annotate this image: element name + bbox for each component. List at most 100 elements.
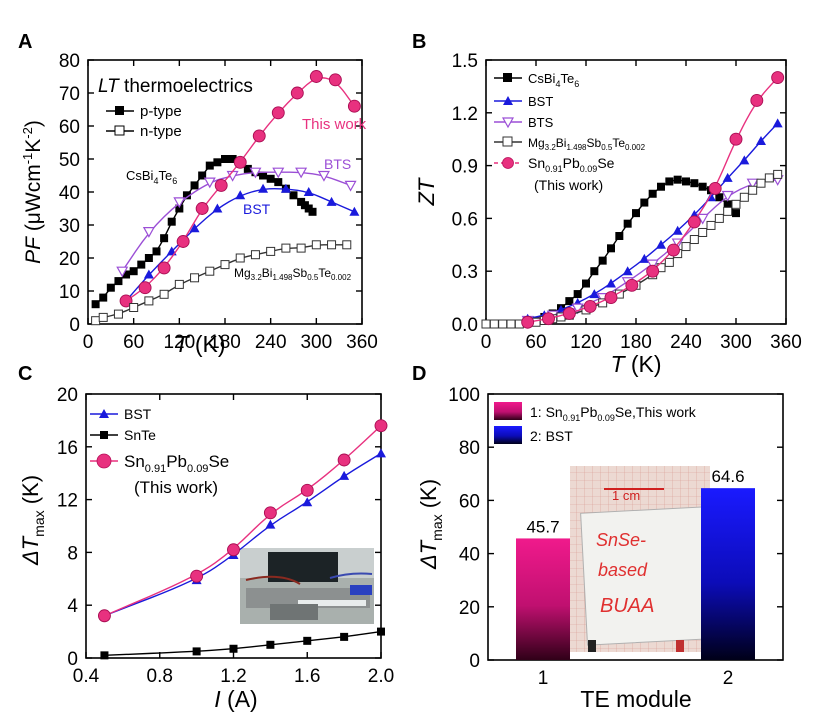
point-a-mg3-2bi1-498sb0-5te0-002-16 [327,240,337,250]
x-tick-label-b-2: 120 [570,332,602,353]
x-tick-label-a-4: 240 [255,332,287,353]
point-b-csbi4te6-6 [573,290,582,299]
legend-label-n-type: n-type [140,123,182,140]
panel-letter-a: A [18,31,32,53]
point-a-mg3-2bi1-498sb0-5te0-002-15 [311,240,321,250]
point-b-mg3-2bi1-498sb0-5te0-002-26 [739,192,749,202]
point-a-bts-6 [272,167,285,179]
panel-d: D 1 cm SnSe- based BUAA 0 20 40 60 80 100 1 2 4… [412,363,784,712]
panel-a: A 0 10 20 30 40 50 60 70 80 0 60 120 180 240 300 360 LT… [18,31,378,357]
y-tick-label-c-5: 20 [57,385,78,406]
y-tick-label-a-4: 40 [59,183,80,204]
point-a-bts-9 [344,180,357,192]
point-c-sn0-91pb0-09se-this-work-0 [97,609,111,623]
x-tick-label-d-1: 1 [538,668,549,689]
point-a-sn0-91pb0-09se-this-work-0 [119,294,133,308]
point-a-csbi4te6-26 [289,191,298,200]
point-b-sn0-91pb0-09se-this-work-0 [521,315,535,329]
point-b-sn0-91pb0-09se-this-work-11 [750,94,764,107]
y-tick-label-a-7: 70 [59,84,80,105]
point-a-bst-4 [212,203,223,213]
point-b-mg3-2bi1-498sb0-5te0-002-17 [664,257,674,267]
point-a-bts-5 [249,167,262,179]
point-b-sn0-91pb0-09se-this-work-1 [542,312,555,326]
series-a [91,70,361,326]
series-line-c-sn0-91pb0-09se-this-work [104,425,382,617]
point-a-sn0-91pb0-09se-this-work-10 [309,70,323,83]
point-b-csbi4te6-7 [582,279,590,288]
point-b-mg3-2bi1-498sb0-5te0-002-21 [698,227,708,237]
legend-label-snpbse-c: Sn0.91Pb0.09Se [124,452,229,475]
y-tick-label-b-1: 0.3 [452,262,478,283]
point-b-mg3-2bi1-498sb0-5te0-002-20 [689,235,699,245]
point-a-csbi4te6-30 [308,207,317,216]
point-b-csbi4te6-17 [665,177,674,186]
point-a-mg3-2bi1-498sb0-5te0-002-9 [220,260,230,270]
y-axis-title-c: ΔTmax (K) [18,475,47,566]
y-tick-label-d-2: 40 [459,545,480,566]
point-a-bst-5 [235,190,246,200]
legend-marker-bst-c [99,409,109,418]
y-tick-label-c-3: 12 [57,491,78,512]
point-a-mg3-2bi1-498sb0-5te0-002-3 [129,303,139,312]
point-b-csbi4te6-8 [590,267,599,276]
panel-b: B 0.0 0.3 0.6 0.9 1.2 1.5 0 60 120 180 240 300 360 C… [412,31,802,377]
point-b-csbi4te6-19 [682,177,690,186]
annotation-csbi4te6: CsBi4Te6 [126,168,177,186]
point-a-csbi4te6-0 [91,300,100,309]
point-b-csbi4te6-25 [732,209,740,218]
panel-letter-c: C [18,363,32,385]
point-b-sn0-91pb0-09se-this-work-5 [625,278,639,292]
bar-value-label-1: 45.7 [526,517,559,536]
legend-marker-p-type [115,106,124,115]
point-b-bst-8 [656,239,666,249]
legend-label-mg-b: Mg3.2Bi1.498Sb0.5Te0.002 [528,136,646,152]
point-b-mg3-2bi1-498sb0-5te0-002-2 [498,319,508,329]
y-tick-label-a-1: 10 [59,282,80,303]
point-a-csbi4te6-24 [274,178,283,187]
point-a-csbi4te6-22 [259,171,268,180]
point-b-csbi4te6-24 [723,200,732,209]
point-b-mg3-2bi1-498sb0-5te0-002-1 [489,319,499,329]
point-c-snte-2 [229,644,238,653]
point-a-sn0-91pb0-09se-this-work-1 [138,281,152,295]
legend-swatch-2 [494,426,522,444]
legend-label-bst-b: BST [528,94,553,109]
point-a-csbi4te6-20 [243,164,252,173]
point-b-csbi4te6-9 [598,256,607,265]
point-b-bst-6 [622,266,633,276]
series-c [97,419,388,660]
point-b-csbi4te6-13 [632,209,640,218]
point-a-bst-9 [326,196,337,206]
point-a-bst-10 [349,206,360,216]
y-tick-label-d-3: 60 [459,491,480,512]
ticks-a: 0 10 20 30 40 50 60 70 80 0 60 120 180 240 300 360 [59,51,378,353]
point-c-sn0-91pb0-09se-this-work-2 [227,543,240,557]
y-tick-label-c-0: 0 [67,649,78,670]
point-c-sn0-91pb0-09se-this-work-4 [300,483,314,497]
point-a-csbi4te6-7 [144,254,153,262]
point-b-sn0-91pb0-09se-this-work-6 [646,264,660,278]
series-line-c-bst [104,452,382,617]
legend-label-2: 2: BST [530,428,573,444]
legend-label-this-work-c: (This work) [134,478,218,497]
point-a-csbi4te6-6 [137,260,146,269]
point-a-mg3-2bi1-498sb0-5te0-002-14 [296,243,306,253]
point-c-bst-5 [339,470,350,480]
point-b-sn0-91pb0-09se-this-work-9 [708,182,722,195]
ticks-c: 0 4 8 12 16 20 0.4 0.8 1.2 1.6 2.0 [57,385,394,687]
point-c-snte-6 [377,627,385,636]
point-a-mg3-2bi1-498sb0-5te0-002-8 [205,266,215,276]
point-b-sn0-91pb0-09se-this-work-7 [667,243,680,257]
point-a-csbi4te6-2 [106,283,115,292]
series-line-a-sn0-91pb0-09se-this-work [125,77,355,302]
point-b-bst-4 [589,289,600,299]
photo-text-line-1: SnSe- [596,530,646,550]
point-b-csbi4te6-18 [673,175,682,184]
bar-2 [701,488,755,660]
point-a-csbi4te6-13 [190,181,199,190]
legend-marker-snpbse-c [96,453,112,469]
series-line-b-mg3-2bi1-498sb0-5te0-002 [486,173,778,325]
point-a-mg3-2bi1-498sb0-5te0-002-6 [174,279,184,289]
point-b-sn0-91pb0-09se-this-work-10 [729,132,743,146]
